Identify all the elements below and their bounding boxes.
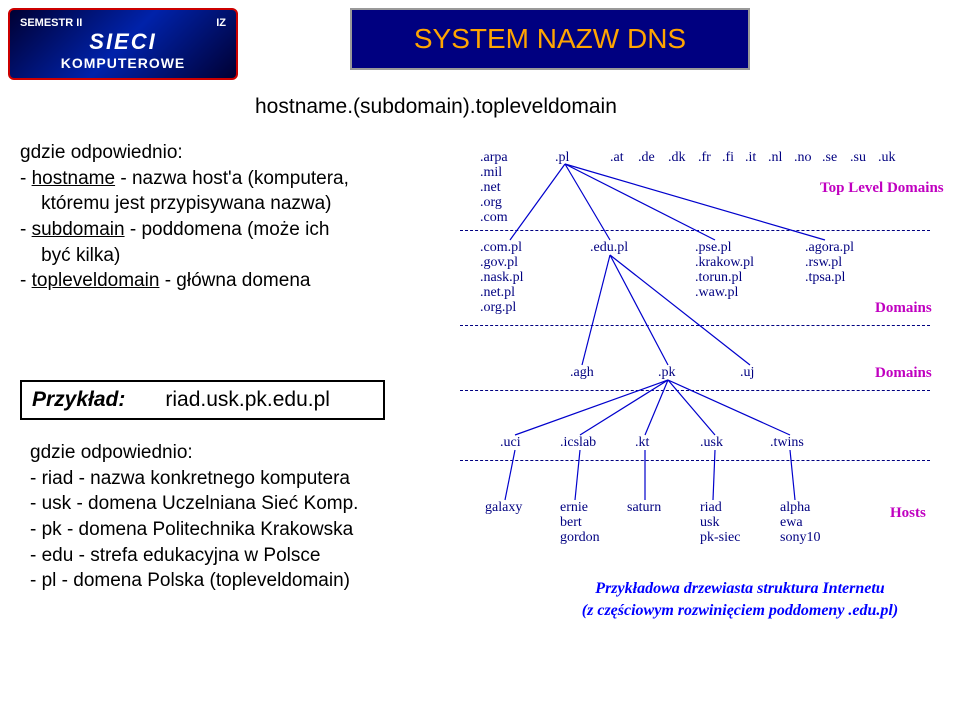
- logo-semester: SEMESTR II: [20, 17, 82, 29]
- logo-iz: IZ: [216, 17, 226, 29]
- explain-line2: któremu jest przypisywana nazwa): [20, 191, 349, 217]
- page-title: SYSTEM NAZW DNS: [414, 23, 686, 55]
- explain2-l5: - pl - domena Polska (topleveldomain): [30, 568, 358, 594]
- example-box: Przykład: riad.usk.pk.edu.pl: [20, 380, 385, 420]
- explain2-l3: - pk - domena Politechnika Krakowska: [30, 517, 358, 543]
- explain2-intro: gdzie odpowiednio:: [30, 440, 358, 466]
- example-explanation: gdzie odpowiednio: - riad - nazwa konkre…: [30, 440, 358, 594]
- explain-line5: - topleveldomain - główna domena: [20, 268, 349, 294]
- explanation-block: gdzie odpowiednio: - hostname - nazwa ho…: [20, 140, 349, 294]
- explain2-l2: - usk - domena Uczelniana Sieć Komp.: [30, 491, 358, 517]
- explain-line4: być kilka): [20, 243, 349, 269]
- hostname-pattern: hostname.(subdomain).topleveldomain: [255, 95, 617, 119]
- title-bar: SYSTEM NAZW DNS: [350, 8, 750, 70]
- explain-line3: - subdomain - poddomena (może ich: [20, 217, 349, 243]
- course-logo: SEMESTR II IZ SIECI KOMPUTEROWE: [8, 8, 238, 80]
- explain2-l1: - riad - nazwa konkretnego komputera: [30, 466, 358, 492]
- dns-tree-diagram: .arpa .mil .net .org .com .pl .at .de .d…: [460, 150, 950, 690]
- explain-line1: - hostname - nazwa host'a (komputera,: [20, 166, 349, 192]
- diagram-caption-1: Przykładowa drzewiasta struktura Interne…: [550, 580, 930, 598]
- explain-intro: gdzie odpowiednio:: [20, 140, 349, 166]
- logo-line2: KOMPUTEROWE: [20, 55, 226, 71]
- explain2-l4: - edu - strefa edukacyjna w Polsce: [30, 543, 358, 569]
- example-label: Przykład:: [32, 388, 125, 412]
- logo-line1: SIECI: [20, 29, 226, 55]
- example-value: riad.usk.pk.edu.pl: [165, 388, 330, 412]
- diagram-caption-2: (z częściowym rozwinięciem poddomeny .ed…: [530, 602, 950, 620]
